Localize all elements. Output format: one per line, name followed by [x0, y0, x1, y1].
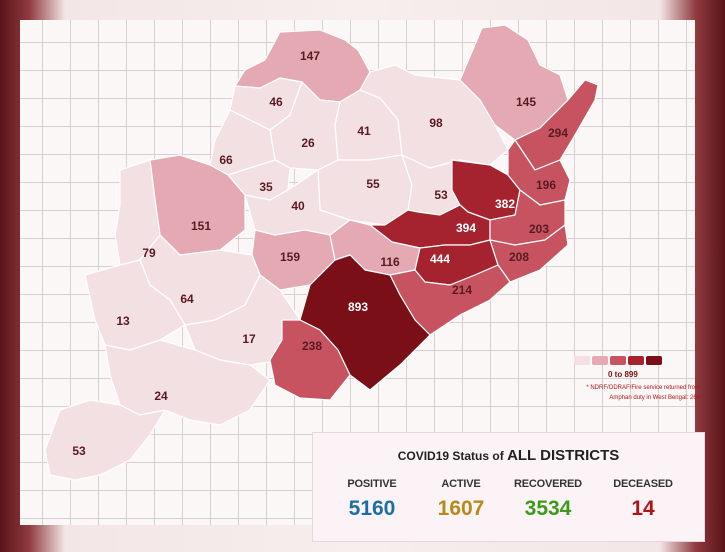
status-title-emph: ALL DISTRICTS: [507, 447, 620, 464]
recovered-label: RECOVERED: [514, 478, 582, 490]
label-66: 66: [219, 153, 233, 167]
label-13: 13: [116, 314, 130, 328]
positive-label: POSITIVE: [347, 478, 397, 490]
label-196: 196: [536, 178, 556, 192]
legend-scale: [574, 356, 698, 365]
label-382: 382: [495, 197, 515, 211]
label-147: 147: [300, 49, 320, 63]
label-214: 214: [452, 283, 472, 297]
legend-swatch: [628, 356, 644, 365]
label-40: 40: [291, 199, 305, 213]
deceased-label: DECEASED: [613, 478, 673, 490]
label-893: 893: [348, 300, 368, 314]
label-64: 64: [180, 292, 194, 306]
label-208: 208: [509, 250, 529, 264]
status-title-prefix: COVID19 Status of: [397, 449, 504, 463]
legend-swatch: [592, 356, 608, 365]
legend-note-line: * NDRF/ODRAF/Fire service returned from: [586, 385, 700, 391]
label-26: 26: [301, 136, 315, 150]
deceased-stat: DECEASED 14: [598, 478, 688, 521]
positive-stat: POSITIVE 5160: [327, 478, 417, 521]
label-238: 238: [302, 339, 322, 353]
label-294: 294: [548, 126, 568, 140]
label-444: 444: [430, 252, 450, 266]
map-legend: 0 to 899 * NDRF/ODRAF/Fire service retur…: [568, 356, 700, 426]
label-17: 17: [242, 332, 256, 346]
legend-swatch: [610, 356, 626, 365]
legend-range: 0 to 899: [608, 370, 638, 379]
active-value: 1607: [437, 497, 485, 520]
label-145: 145: [516, 95, 536, 109]
legend-note: * NDRF/ODRAF/Fire service returned from …: [568, 383, 700, 403]
district-238[interactable]: [269, 319, 351, 401]
district-53-south[interactable]: [44, 399, 166, 481]
label-24: 24: [154, 389, 168, 403]
label-46: 46: [269, 95, 283, 109]
legend-swatch: [646, 356, 662, 365]
label-53-south: 53: [72, 444, 86, 458]
label-35: 35: [259, 180, 273, 194]
label-116: 116: [380, 255, 400, 269]
label-203: 203: [529, 222, 549, 236]
label-394: 394: [456, 221, 476, 235]
legend-swatch: [574, 356, 590, 365]
recovered-stat: RECOVERED 3534: [503, 478, 593, 521]
label-159: 159: [280, 250, 300, 264]
active-label: ACTIVE: [441, 478, 481, 490]
label-53-north: 53: [434, 188, 448, 202]
label-79: 79: [142, 246, 156, 260]
legend-note-line: Amphan duty in West Bengal: 266: [609, 395, 700, 401]
label-151: 151: [191, 219, 211, 233]
deceased-value: 14: [631, 497, 655, 520]
status-title: COVID19 Status of ALL DISTRICTS: [313, 447, 704, 464]
status-box: COVID19 Status of ALL DISTRICTS POSITIVE…: [312, 432, 705, 542]
active-stat: ACTIVE 1607: [416, 478, 506, 521]
label-55: 55: [366, 177, 380, 191]
district-map: 147 46 26 41 98 145 294 66 35 55 53 382 …: [44, 24, 599, 481]
positive-value: 5160: [348, 497, 396, 520]
district-196[interactable]: [507, 139, 571, 206]
recovered-value: 3534: [524, 497, 572, 520]
label-41: 41: [357, 124, 371, 138]
map-panel: 147 46 26 41 98 145 294 66 35 55 53 382 …: [20, 20, 705, 542]
label-98: 98: [429, 116, 443, 130]
district-145[interactable]: [459, 24, 569, 141]
